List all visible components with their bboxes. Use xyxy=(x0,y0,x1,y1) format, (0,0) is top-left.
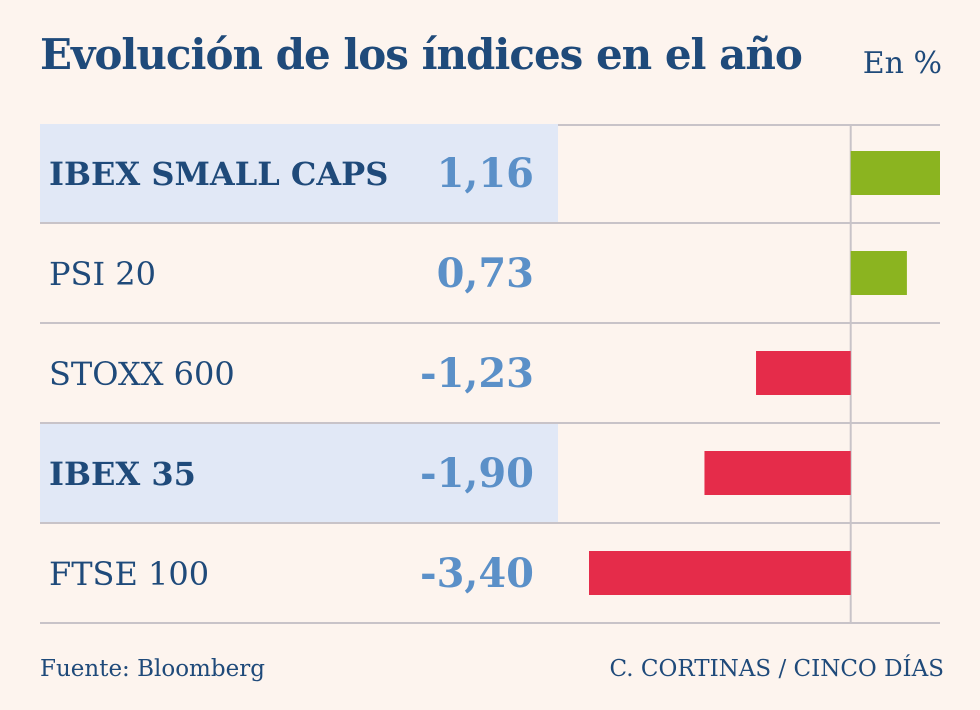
category-label: IBEX 35 xyxy=(49,455,196,493)
unit-label: En % xyxy=(862,46,942,81)
table-row: PSI 20 0,73 xyxy=(40,224,940,324)
chart-title: Evolución de los índices en el año xyxy=(40,30,803,79)
value-label: -1,23 xyxy=(419,350,534,397)
value-label: 0,73 xyxy=(436,250,534,297)
value-label: -3,40 xyxy=(419,550,534,597)
bar-ibex-small-caps xyxy=(850,151,940,195)
category-label: PSI 20 xyxy=(49,255,156,293)
row-highlight xyxy=(40,124,558,222)
table-row: IBEX 35 -1,90 xyxy=(40,424,940,524)
category-label: FTSE 100 xyxy=(49,555,210,593)
value-label: 1,16 xyxy=(436,150,534,197)
bar-chart: IBEX SMALL CAPS 1,16 PSI 20 0,73 STOXX 6… xyxy=(40,124,940,624)
bar-ibex-35 xyxy=(704,451,851,495)
source-note: Fuente: Bloomberg xyxy=(40,656,265,682)
table-row: STOXX 600 -1,23 xyxy=(40,324,940,424)
bar-ftse-100 xyxy=(589,551,851,595)
table-row: IBEX SMALL CAPS 1,16 xyxy=(40,124,940,224)
table-row: FTSE 100 -3,40 xyxy=(40,524,940,624)
bar-stoxx-600 xyxy=(756,351,851,395)
bar-psi-20 xyxy=(850,251,907,295)
category-label: STOXX 600 xyxy=(49,355,235,393)
bars-layer xyxy=(589,124,940,624)
row-highlight xyxy=(40,424,558,522)
value-label: -1,90 xyxy=(419,450,534,497)
category-label: IBEX SMALL CAPS xyxy=(49,155,389,193)
credit-note: C. CORTINAS / CINCO DÍAS xyxy=(609,656,944,682)
